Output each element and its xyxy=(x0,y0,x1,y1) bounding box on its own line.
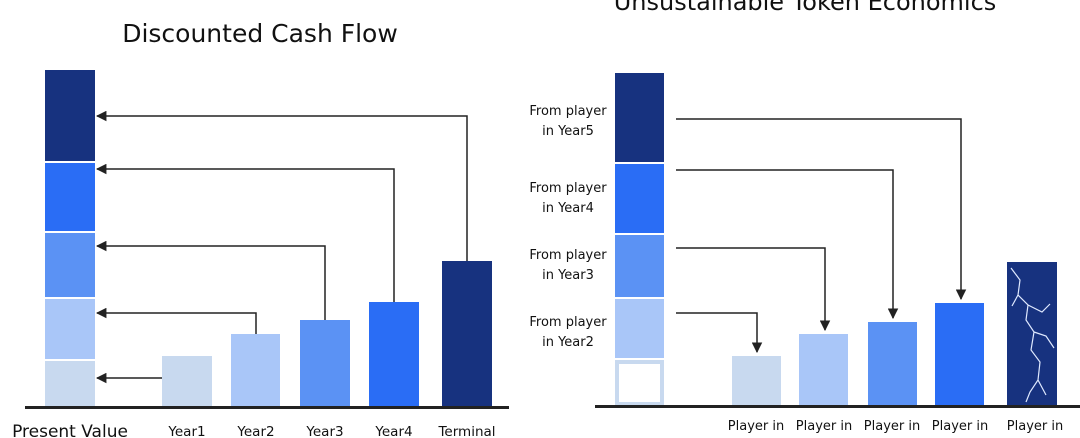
token-segment-empty xyxy=(615,360,664,406)
arrow-year3 xyxy=(95,240,326,320)
pv-segment-year2 xyxy=(45,299,95,359)
right-title-line-1: Unsustainable Token Economics xyxy=(613,0,997,16)
left-baseline xyxy=(25,406,509,409)
label-year2: Year2 xyxy=(236,424,274,438)
token-segment-year3 xyxy=(615,235,664,297)
label-year1: Year1 xyxy=(167,424,205,438)
right-panel-title: Unsustainable Token Economics xyxy=(614,0,997,18)
bar-player-year1 xyxy=(732,356,781,406)
left-title-line-2: Discounted Cash Flow xyxy=(122,19,398,48)
arrow-year2 xyxy=(95,307,257,334)
from-year2-line1: From player xyxy=(529,315,607,330)
arrow-to-player-year1 xyxy=(676,312,763,354)
left-panel-title: Discounted Cash Flow xyxy=(122,0,398,50)
arrow-to-player-year4 xyxy=(676,118,967,301)
bar-player-year4 xyxy=(935,303,984,406)
label-player-5: Player in xyxy=(1007,419,1063,434)
bar-year2 xyxy=(231,334,280,407)
token-segment-year4 xyxy=(615,164,664,233)
label-year3: Year3 xyxy=(305,424,343,438)
from-year2-line2: in Year2 xyxy=(542,335,594,350)
token-segment-year2 xyxy=(615,299,664,358)
arrow-terminal xyxy=(95,110,468,261)
crack-lines xyxy=(1010,267,1055,403)
label-player-1: Player in xyxy=(728,419,784,434)
pv-segment-terminal xyxy=(45,70,95,161)
token-segment-year5 xyxy=(615,73,664,162)
arrow-to-player-year3 xyxy=(676,169,899,320)
right-panel: From player in Year5 From player in Year… xyxy=(529,73,1080,434)
bar-year1 xyxy=(162,356,212,407)
pv-segment-year1 xyxy=(45,361,95,407)
bar-terminal xyxy=(442,261,492,407)
label-terminal: Terminal xyxy=(437,424,495,438)
pv-segment-year3 xyxy=(45,233,95,297)
present-value-label: Present Value xyxy=(12,422,128,438)
label-player-3: Player in xyxy=(864,419,920,434)
bar-player-year5-cracked xyxy=(1007,262,1057,406)
left-panel: Present Value Year1 Year2 Year3 Year4 Te… xyxy=(12,70,509,438)
bar-player-year2 xyxy=(799,334,848,406)
arrow-to-player-year2 xyxy=(676,247,831,332)
pv-segment-year4 xyxy=(45,163,95,231)
bar-player-year3 xyxy=(868,322,917,406)
label-player-4: Player in xyxy=(932,419,988,434)
from-year4-line2: in Year4 xyxy=(542,201,594,216)
label-year4: Year4 xyxy=(374,424,412,438)
bar-year3 xyxy=(300,320,350,407)
arrow-year4 xyxy=(95,163,395,302)
from-year5-line2: in Year5 xyxy=(542,124,594,139)
from-year3-line1: From player xyxy=(529,248,607,263)
from-year3-line2: in Year3 xyxy=(542,268,594,283)
right-baseline xyxy=(595,405,1080,408)
from-year4-line1: From player xyxy=(529,181,607,196)
bar-year4 xyxy=(369,302,419,407)
label-player-2: Player in xyxy=(796,419,852,434)
from-year5-line1: From player xyxy=(529,104,607,119)
